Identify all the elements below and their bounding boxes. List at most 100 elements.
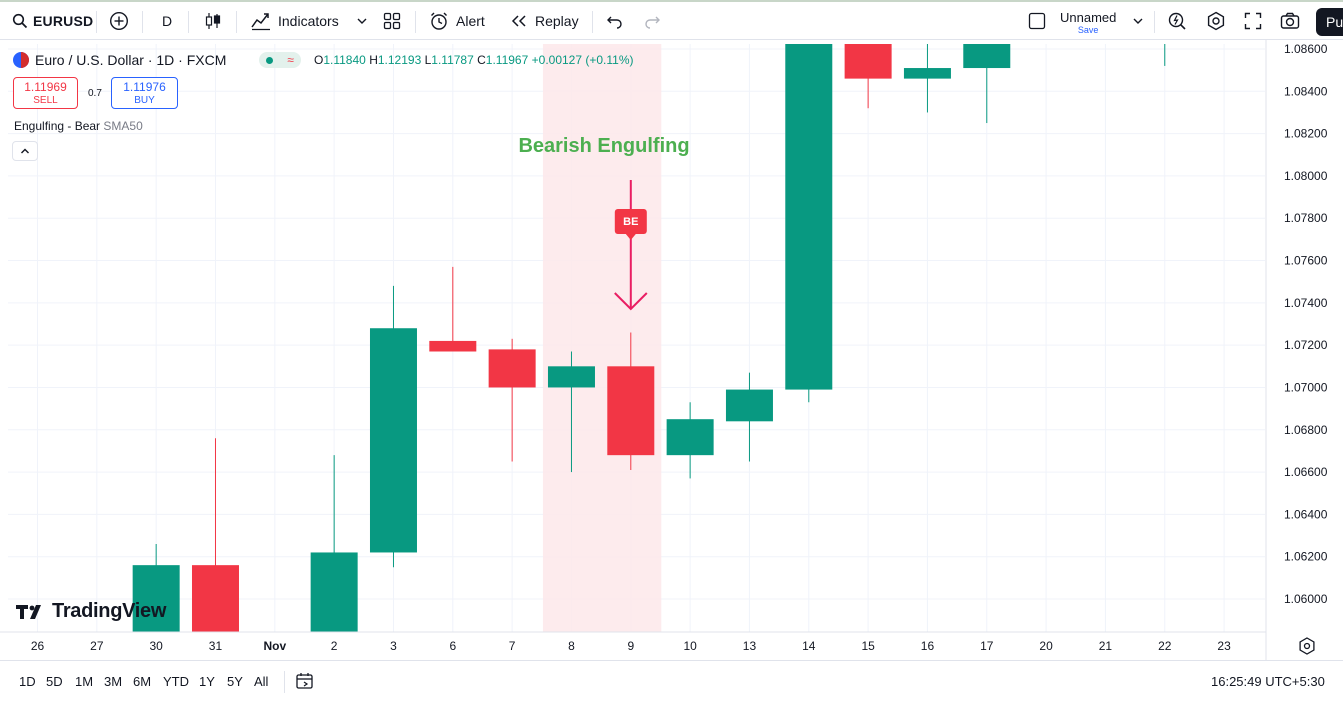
clock-timezone[interactable]: 16:25:49 UTC+5:30 — [1211, 674, 1325, 689]
undo-button[interactable] — [606, 2, 624, 40]
candle-body — [191, 565, 239, 632]
candle-3 — [369, 285, 417, 568]
date-range-icon[interactable] — [295, 671, 315, 691]
divider — [188, 11, 189, 33]
divider — [592, 11, 593, 33]
chevron-down-icon — [356, 15, 368, 27]
alert-label: Alert — [456, 13, 485, 29]
candle-7 — [488, 338, 536, 462]
series-legend-title[interactable]: Euro / U.S. Dollar · 1D · FXCM — [13, 52, 226, 68]
time-tick-label: 9 — [627, 639, 634, 653]
range-1m[interactable]: 1M — [75, 674, 94, 689]
settings-button[interactable] — [1206, 2, 1226, 40]
time-tick-label: 30 — [149, 639, 163, 653]
signal-badge-bg — [614, 209, 647, 234]
time-tick-label: 7 — [509, 639, 516, 653]
candle-body — [725, 389, 773, 422]
pattern-highlight-rect — [542, 44, 662, 632]
pattern-annotation-text: Bearish Engulfing — [518, 135, 689, 157]
layout-name-button[interactable]: Unnamed Save — [1060, 10, 1116, 35]
symbol-search-button[interactable]: EURUSD — [12, 2, 93, 40]
square-icon — [1028, 12, 1046, 30]
indicators-button[interactable]: Indicators — [250, 2, 339, 40]
time-tick-label: 31 — [209, 639, 223, 653]
time-tick-label: 16 — [921, 639, 935, 653]
candles — [132, 44, 1166, 632]
indicator-legend[interactable]: Engulfing - Bear SMA50 — [14, 119, 143, 133]
publish-button[interactable]: Pu — [1316, 8, 1343, 36]
range-1y[interactable]: 1Y — [199, 674, 215, 689]
snapshot-button[interactable] — [1280, 2, 1300, 40]
price-tick-label: 1.08000 — [1284, 169, 1328, 183]
signal-badge-label: BE — [623, 216, 638, 228]
layout-dropdown[interactable] — [1132, 2, 1144, 40]
fullscreen-icon — [1244, 12, 1262, 30]
time-tick-label: 13 — [743, 639, 757, 653]
top-toolbar: EURUSD D Indicators Alert — [0, 0, 1343, 40]
candle-15 — [844, 44, 892, 109]
compare-button[interactable] — [109, 2, 129, 40]
axes: 1.06000 1.06200 1.06400 1.06600 1.06800 1.070… — [0, 40, 1328, 660]
tradingview-logo-icon — [16, 603, 46, 621]
open-label: O — [314, 53, 324, 67]
layout-save-label: Save — [1077, 25, 1099, 35]
range-5y[interactable]: 5Y — [227, 674, 243, 689]
layouts-button[interactable] — [383, 2, 401, 40]
buy-button[interactable]: 1.11976 BUY — [111, 77, 178, 109]
candle-body — [132, 565, 180, 632]
tradingview-logo[interactable]: TradingView — [16, 600, 166, 623]
bottom-toolbar: 1D 5D 1M 3M 6M YTD 1Y 5Y All 16:25:49 UT… — [0, 660, 1343, 704]
range-5d[interactable]: 5D — [46, 674, 63, 689]
divider — [142, 11, 143, 33]
divider — [415, 11, 416, 33]
chart-type-button[interactable] — [203, 2, 223, 40]
quick-search-button[interactable] — [1167, 2, 1187, 40]
watchlist-toggle[interactable] — [1028, 2, 1046, 40]
range-ytd[interactable]: YTD — [163, 674, 189, 689]
chart-pane[interactable]: BE 1.06000 1.06200 1.06400 1.06600 1.06800 1.… — [0, 40, 1343, 660]
candle-body — [310, 552, 358, 632]
layout-name: Unnamed — [1060, 10, 1117, 25]
candle-body — [963, 44, 1011, 69]
sell-button[interactable]: 1.11969 SELL — [13, 77, 78, 109]
interval-button[interactable]: D — [162, 2, 172, 40]
scale-settings-center — [1303, 642, 1311, 650]
range-6m[interactable]: 6M — [133, 674, 152, 689]
redo-button[interactable] — [643, 2, 661, 40]
divider — [1154, 11, 1155, 33]
price-chart[interactable]: BE 1.060001.062001.064001.066001.068001.… — [0, 40, 1343, 660]
candle-body — [844, 44, 892, 79]
low-value: 1.11787 — [431, 53, 474, 67]
camera-icon — [1280, 12, 1300, 30]
alert-button[interactable]: Alert — [429, 2, 485, 40]
range-1d[interactable]: 1D — [19, 674, 36, 689]
indicator-name: Engulfing - Bear — [14, 119, 101, 133]
candle-body — [429, 340, 477, 352]
market-status-badge[interactable]: ≈ — [259, 52, 301, 68]
open-value: 1.11840 — [323, 53, 366, 67]
indicator-param: SMA50 — [103, 119, 143, 133]
time-tick-label: 21 — [1099, 639, 1113, 653]
currency-flag-icon — [13, 52, 29, 68]
price-tick-label: 1.07200 — [1284, 338, 1328, 352]
fullscreen-button[interactable] — [1244, 2, 1262, 40]
indicators-label: Indicators — [278, 13, 339, 29]
ohlc-values: O1.11840 H1.12193 L1.11787 C1.11967 +0.0… — [314, 53, 634, 67]
candle-16 — [903, 44, 951, 113]
legend-collapse-button[interactable] — [12, 141, 38, 161]
price-tick-label: 1.07000 — [1284, 380, 1328, 394]
range-3m[interactable]: 3M — [104, 674, 123, 689]
interval-label: D — [162, 13, 173, 29]
indicators-dropdown[interactable] — [356, 2, 368, 40]
search-icon — [12, 13, 28, 29]
candle-6 — [429, 266, 477, 352]
sell-label: SELL — [33, 95, 58, 106]
candle-body — [903, 68, 951, 79]
price-tick-label: 1.06200 — [1284, 550, 1328, 564]
candle-body — [547, 366, 595, 388]
divider — [236, 11, 237, 33]
redo-icon — [643, 13, 661, 29]
scale-settings-icon — [1299, 637, 1315, 655]
replay-button[interactable]: Replay — [510, 2, 579, 40]
range-all[interactable]: All — [254, 674, 269, 689]
